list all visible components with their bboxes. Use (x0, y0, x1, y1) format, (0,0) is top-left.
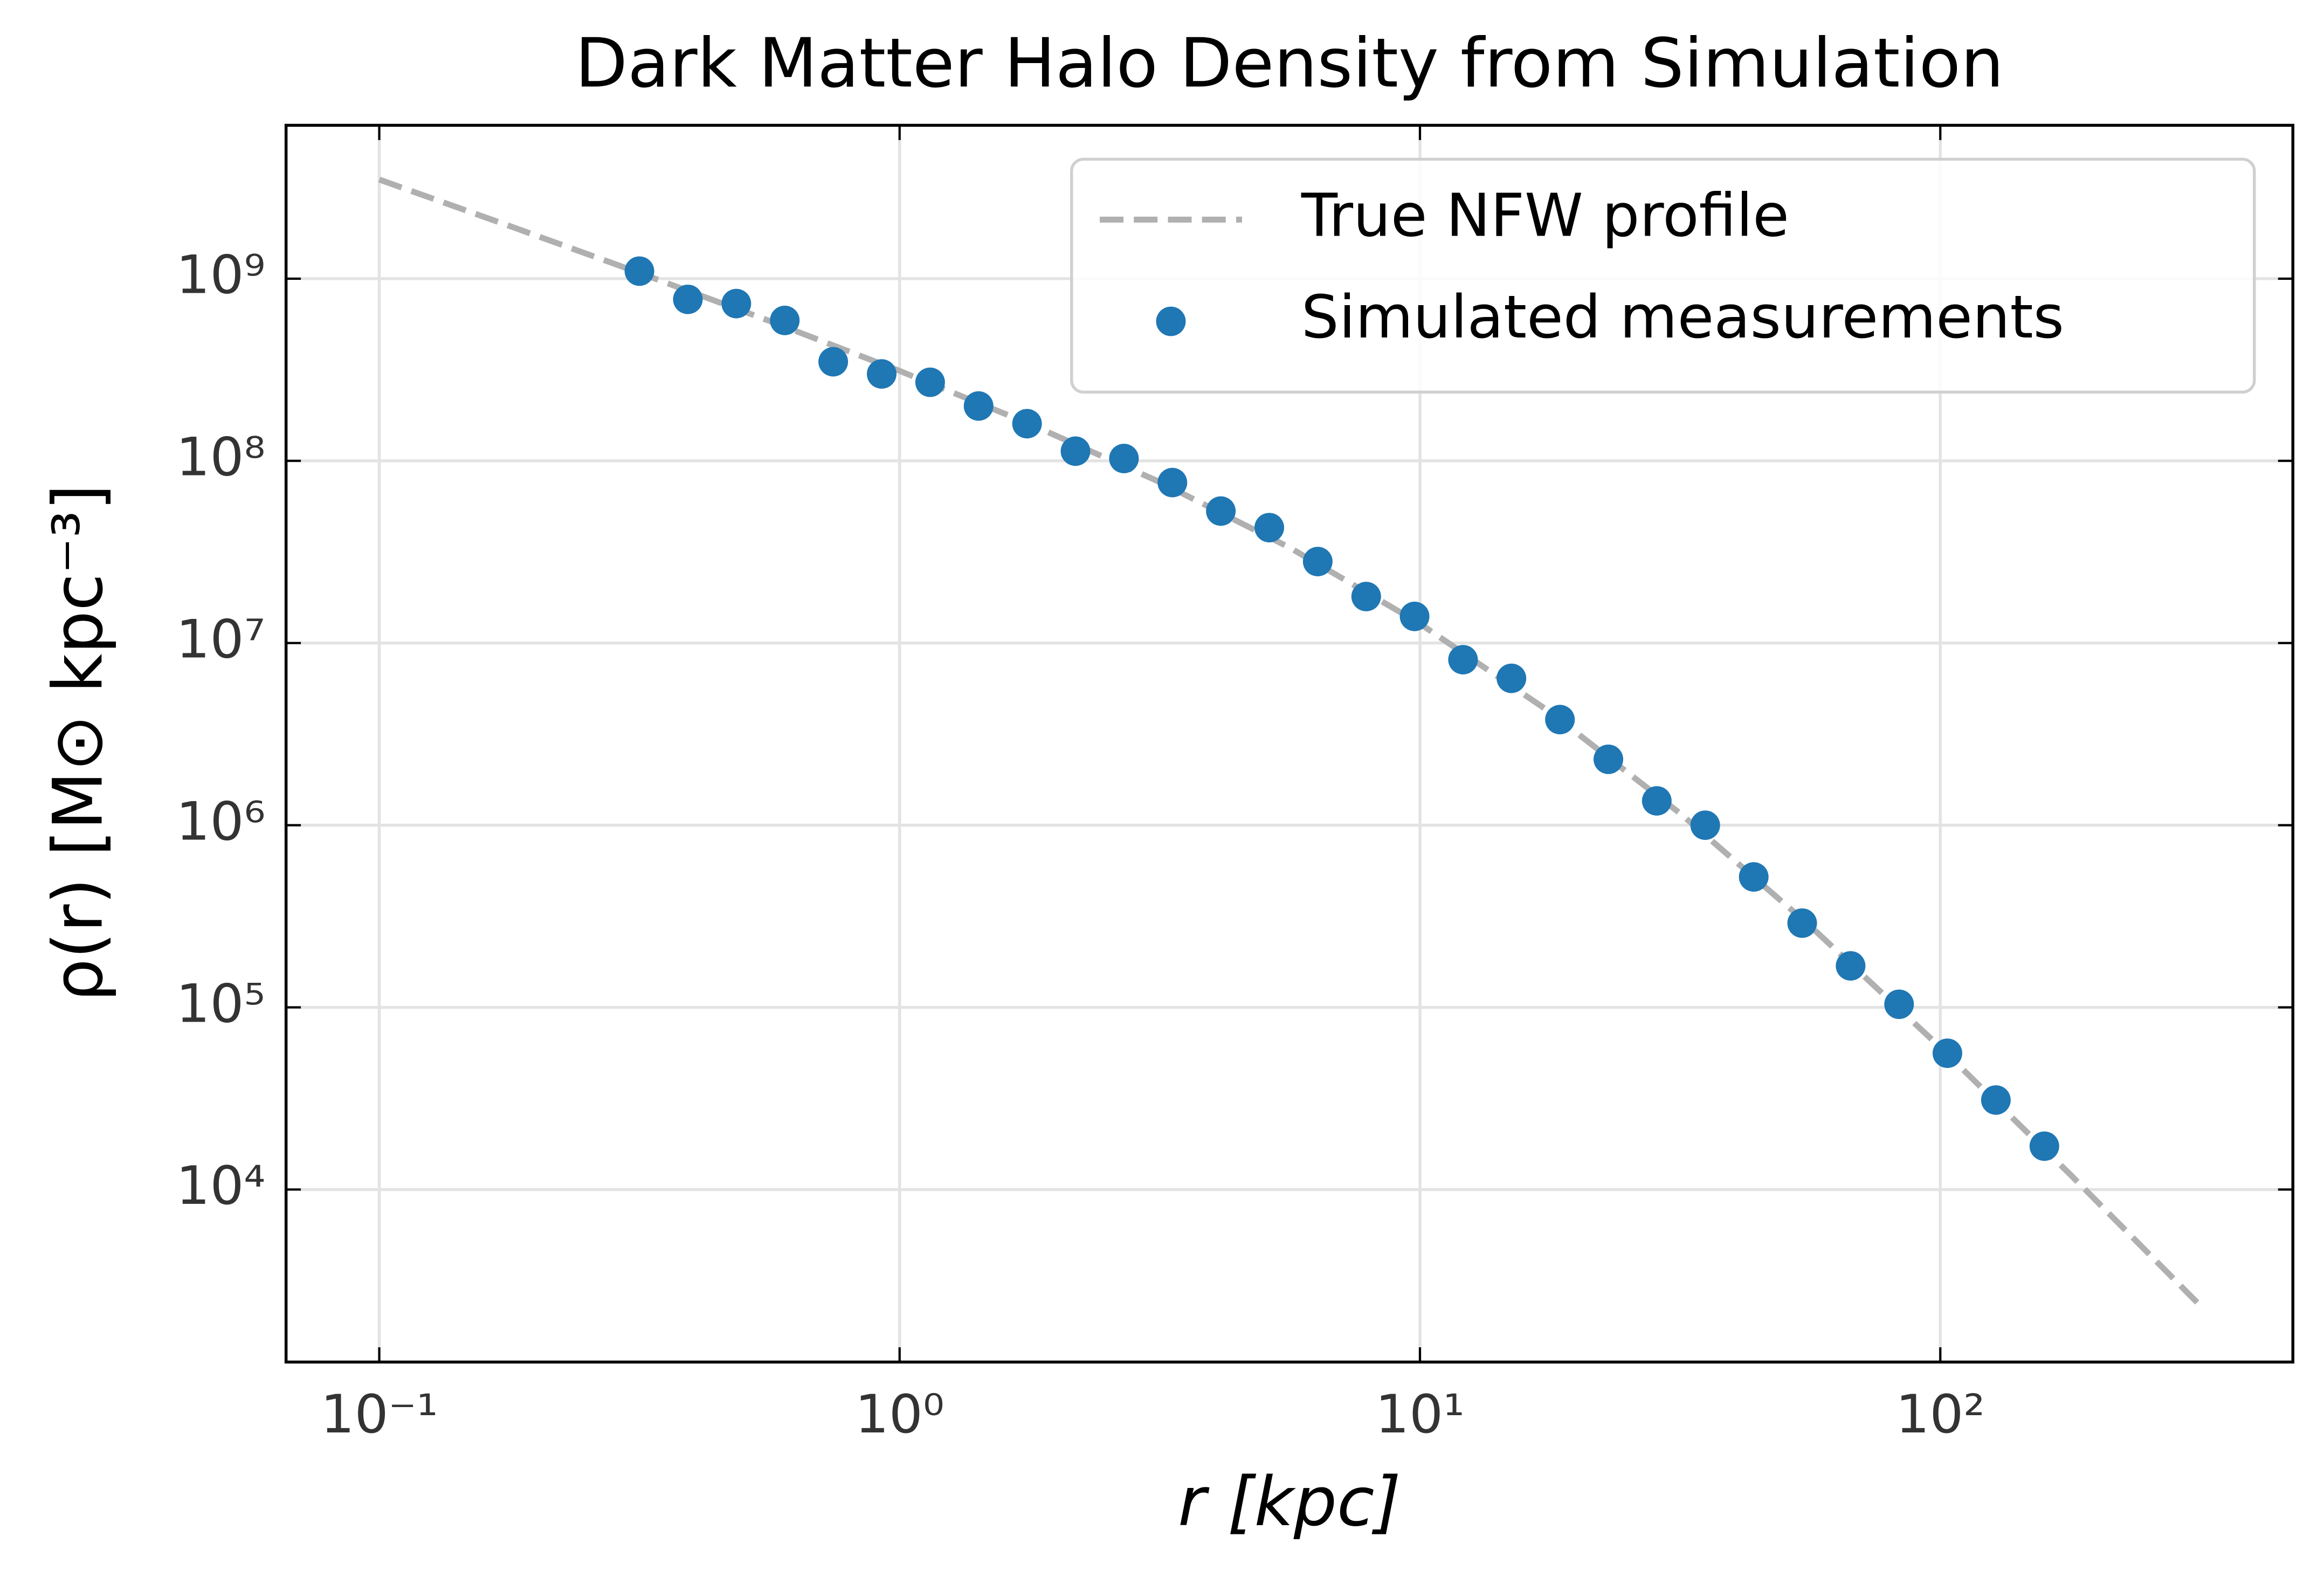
y-axis-label: ρ(r) [M⊙ kpc⁻³] (38, 484, 118, 1002)
data-point (1254, 513, 1285, 543)
data-point (818, 347, 849, 377)
data-point (1351, 582, 1381, 611)
legend-box (1070, 157, 2256, 394)
data-point (2029, 1131, 2059, 1161)
data-point (1884, 989, 1914, 1019)
legend-marker (1156, 306, 1186, 336)
data-point (1739, 862, 1769, 892)
chart-title: Dark Matter Halo Density from Simulation (575, 24, 2004, 103)
y-tick-label: 10⁹ (176, 244, 266, 306)
legend-label: Simulated measurements (1301, 283, 2064, 352)
y-tick-label: 10⁸ (176, 426, 266, 488)
data-point (1787, 908, 1817, 938)
legend-label: True NFW profile (1301, 181, 1789, 250)
data-point (1157, 467, 1188, 498)
data-point (1690, 810, 1720, 840)
y-tick-label: 10⁶ (176, 791, 266, 853)
data-point (721, 288, 751, 319)
data-point (1497, 663, 1527, 693)
axes-frame (284, 123, 2295, 1364)
data-point (624, 256, 654, 286)
data-point (673, 284, 703, 314)
y-tick-label: 10⁵ (176, 973, 266, 1035)
data-point (1981, 1085, 2011, 1115)
data-point (770, 306, 800, 335)
data-point (1836, 951, 1866, 981)
y-tick-label: 10⁷ (176, 609, 266, 671)
data-point (1642, 786, 1672, 816)
data-point (1109, 444, 1139, 473)
data-point (1206, 496, 1236, 526)
x-tick-label: 10⁰ (855, 1383, 944, 1445)
data-point (867, 359, 897, 389)
data-point (915, 367, 945, 397)
data-point (1012, 409, 1042, 439)
x-tick-label: 10¹ (1375, 1383, 1465, 1445)
data-point (1302, 547, 1333, 576)
data-point (1399, 602, 1430, 631)
data-point (1545, 705, 1575, 735)
data-point (1060, 436, 1091, 466)
data-point (1594, 745, 1623, 774)
data-point (1932, 1038, 1962, 1069)
y-tick-label: 10⁴ (176, 1155, 266, 1217)
x-axis-label: r [kpc] (1178, 1462, 1401, 1541)
x-tick-label: 10² (1895, 1383, 1985, 1445)
x-tick-label: 10⁻¹ (321, 1383, 438, 1445)
data-point (963, 391, 994, 421)
data-point (1448, 645, 1478, 675)
